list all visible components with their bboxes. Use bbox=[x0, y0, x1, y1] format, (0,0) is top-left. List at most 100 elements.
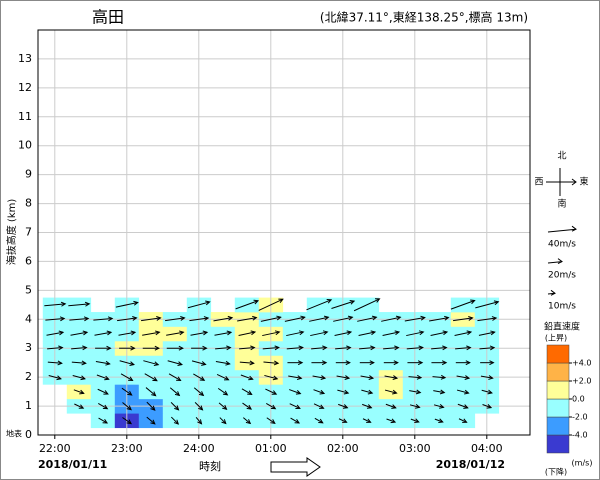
arrow-shaft bbox=[238, 331, 256, 336]
arrow-head bbox=[463, 404, 469, 409]
wind-arrow bbox=[407, 360, 424, 366]
arrow-shaft bbox=[481, 389, 493, 394]
wind-arrow bbox=[406, 330, 425, 337]
wind-arrow bbox=[262, 330, 281, 337]
wind-arrow bbox=[95, 360, 111, 366]
y-tick-label: 5 bbox=[25, 283, 32, 296]
arrow-shaft bbox=[450, 300, 475, 310]
arrow-head bbox=[439, 389, 446, 395]
wind-arrow bbox=[306, 298, 333, 311]
arrow-head bbox=[276, 315, 282, 321]
wind-arrow bbox=[214, 330, 233, 336]
arrow-shaft bbox=[284, 316, 305, 322]
time-arrow bbox=[270, 457, 321, 477]
arrow-shaft bbox=[260, 316, 281, 322]
arrow-head bbox=[295, 404, 301, 410]
arrow-head bbox=[342, 418, 348, 423]
arrow-shaft bbox=[358, 331, 376, 336]
arrow-shaft bbox=[47, 361, 62, 364]
arrow-head bbox=[442, 345, 448, 351]
arrow-head bbox=[367, 389, 374, 395]
arrow-shaft bbox=[93, 317, 113, 321]
wind-arrow bbox=[359, 360, 375, 366]
arrow-head bbox=[318, 418, 324, 424]
arrow-shaft bbox=[409, 404, 420, 408]
wind-arrow bbox=[143, 360, 160, 367]
color-swatch bbox=[546, 398, 570, 418]
color-swatch bbox=[546, 416, 570, 436]
arrow-shaft bbox=[219, 417, 227, 424]
arrow-shaft bbox=[331, 300, 355, 309]
arrow-head bbox=[106, 330, 113, 336]
arrow-head bbox=[128, 376, 134, 382]
color-tick-label: +2.0 bbox=[572, 377, 591, 386]
wind-arrow bbox=[142, 330, 161, 336]
arrow-shaft bbox=[286, 331, 304, 337]
arrow-shaft bbox=[191, 360, 206, 365]
wind-arrow bbox=[218, 402, 228, 410]
arrow-head bbox=[439, 403, 445, 409]
y-tick-label: 6 bbox=[25, 254, 32, 267]
arrow-head bbox=[106, 345, 112, 351]
arrow-head bbox=[442, 330, 449, 336]
arrow-shaft bbox=[145, 387, 156, 397]
arrow-shaft bbox=[193, 387, 204, 396]
arrow-shaft bbox=[98, 403, 108, 410]
wind-arrow bbox=[119, 360, 135, 366]
arrow-shaft bbox=[306, 299, 332, 311]
arrow-head bbox=[60, 301, 67, 307]
arrow-shaft bbox=[475, 301, 499, 309]
arrow-shaft bbox=[71, 347, 87, 350]
arrow-head bbox=[151, 391, 157, 397]
y-tick-label: 8 bbox=[25, 197, 32, 210]
arrow-head bbox=[343, 389, 350, 395]
arrow-shaft bbox=[213, 317, 233, 322]
wind-arrow bbox=[286, 330, 305, 337]
wind-arrow bbox=[47, 345, 64, 351]
arrow-head bbox=[375, 298, 381, 303]
wind-arrow bbox=[168, 373, 182, 382]
arrow-head bbox=[468, 316, 474, 321]
arrow-head bbox=[345, 360, 351, 366]
x-tick-label: 01:00 bbox=[255, 442, 287, 455]
wind-arrow bbox=[455, 345, 472, 351]
color-tick-label: +4.0 bbox=[572, 359, 591, 368]
arrow-head bbox=[126, 419, 133, 425]
wind-arrow bbox=[258, 298, 284, 311]
wind-arrow bbox=[46, 330, 65, 336]
x-axis-label: 時刻 bbox=[199, 459, 221, 473]
wind-arrow bbox=[386, 418, 397, 424]
wind-arrow bbox=[481, 389, 493, 395]
arrow-head bbox=[464, 375, 471, 380]
color-unit: (m/s) bbox=[572, 459, 593, 468]
arrow-shaft bbox=[68, 303, 90, 307]
wind-arrow bbox=[337, 389, 350, 395]
arrow-head bbox=[391, 404, 397, 409]
wind-arrow bbox=[433, 389, 446, 395]
wind-arrow bbox=[44, 301, 67, 307]
wind-arrow bbox=[478, 330, 496, 336]
wind-arrow bbox=[166, 330, 185, 336]
arrow-head bbox=[102, 418, 109, 424]
wind-arrow bbox=[47, 360, 63, 366]
arrow-head bbox=[274, 345, 280, 351]
arrow-head bbox=[414, 418, 420, 423]
wind-arrow bbox=[333, 315, 354, 322]
arrow-shaft bbox=[429, 317, 449, 322]
wind-arrow bbox=[215, 345, 232, 351]
wind-arrow bbox=[235, 299, 260, 310]
arrow-head bbox=[392, 375, 399, 380]
wind-arrow bbox=[122, 417, 133, 425]
arrow-head bbox=[245, 419, 252, 425]
legend-arrow-head bbox=[571, 225, 577, 232]
ground-label: 地表 bbox=[6, 429, 22, 439]
wind-arrow bbox=[479, 345, 496, 351]
arrow-shaft bbox=[313, 403, 324, 409]
arrow-shaft bbox=[69, 317, 89, 321]
wind-arrow bbox=[264, 374, 279, 381]
arrow-head bbox=[417, 360, 424, 366]
arrow-head bbox=[81, 360, 87, 366]
arrow-shaft bbox=[311, 347, 327, 350]
arrow-shaft bbox=[289, 389, 301, 395]
wind-arrow bbox=[239, 360, 255, 366]
